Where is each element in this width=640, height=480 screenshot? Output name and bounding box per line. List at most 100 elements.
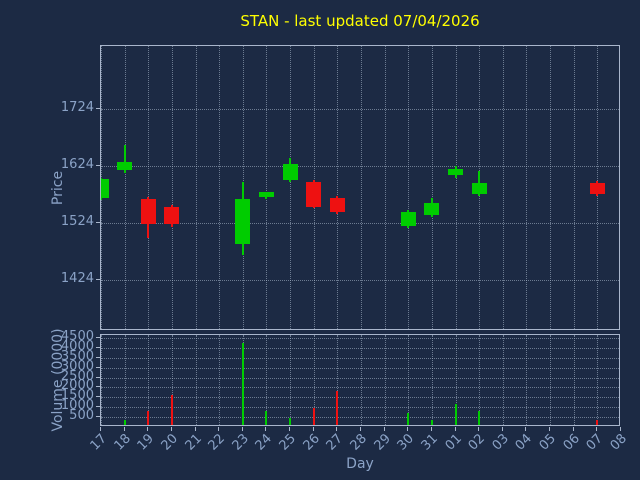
price-gridline-v: [408, 46, 410, 329]
volume-bar: [312, 408, 315, 425]
price-gridline-v: [195, 46, 197, 329]
price-gridline-v: [573, 46, 575, 329]
x-axis-label: Day: [346, 456, 374, 472]
price-tick-label: 1424: [60, 270, 94, 286]
x-tick-mark: [430, 427, 432, 431]
price-tick-label: 1724: [60, 99, 94, 115]
volume-gridline-v: [266, 335, 268, 425]
x-tick-mark: [218, 427, 220, 431]
volume-bar: [265, 411, 268, 425]
price-gridline-h: [101, 222, 619, 224]
x-tick-mark: [265, 427, 267, 431]
volume-tick-mark: [96, 336, 100, 338]
price-gridline-v: [455, 46, 457, 329]
price-tick-label: 1524: [60, 213, 94, 229]
price-gridline-v: [361, 46, 362, 329]
volume-tick-label: 2000: [60, 378, 94, 394]
x-tick-mark: [572, 427, 574, 431]
volume-gridline-h: [101, 347, 619, 349]
x-tick-mark: [478, 427, 480, 431]
candle-body: [235, 199, 251, 244]
candle-body: [282, 163, 298, 180]
x-tick-mark: [620, 427, 621, 431]
volume-bar: [430, 420, 433, 425]
candle-body: [140, 199, 156, 225]
volume-tick-mark: [96, 406, 100, 408]
x-tick-mark: [336, 427, 338, 431]
volume-tick-label: 3500: [60, 348, 94, 364]
price-gridline-v: [171, 46, 173, 329]
price-gridline-v: [526, 46, 528, 329]
price-tick-mark: [96, 278, 100, 280]
volume-gridline-h: [101, 367, 619, 369]
x-tick-mark: [407, 427, 409, 431]
price-gridline-v: [266, 46, 268, 329]
volume-gridline-v: [597, 335, 599, 425]
x-tick-mark: [360, 427, 361, 431]
price-gridline-v: [431, 46, 433, 329]
volume-bar: [596, 420, 599, 425]
x-tick-mark: [241, 427, 243, 431]
volume-bar: [170, 395, 173, 425]
volume-tick-mark: [96, 346, 100, 348]
price-gridline-v: [290, 46, 292, 329]
price-gridline-v: [219, 46, 221, 329]
candle-body: [424, 202, 440, 216]
volume-gridline-v: [148, 335, 150, 425]
volume-panel: [100, 334, 620, 426]
volume-gridline-v: [455, 335, 457, 425]
volume-bar: [478, 411, 481, 425]
x-tick-mark: [170, 427, 172, 431]
x-tick-mark: [525, 427, 527, 431]
volume-gridline-v: [573, 335, 575, 425]
price-gridline-h: [101, 279, 619, 281]
x-tick-mark: [454, 427, 456, 431]
volume-tick-label: 1500: [60, 388, 94, 404]
price-tick-mark: [96, 107, 100, 109]
volume-gridline-v: [502, 335, 504, 425]
volume-bar: [336, 391, 339, 425]
candle-body: [101, 178, 109, 198]
price-gridline-v: [148, 46, 150, 329]
price-gridline-v: [384, 46, 386, 329]
volume-tick-mark: [96, 416, 100, 418]
volume-gridline-v: [337, 335, 339, 425]
volume-gridline-v: [431, 335, 433, 425]
candle-body: [448, 169, 464, 175]
volume-gridline-h: [101, 377, 619, 379]
candle-body: [400, 212, 416, 227]
volume-tick-label: 2500: [60, 368, 94, 384]
volume-gridline-v: [526, 335, 528, 425]
x-tick-mark: [123, 427, 125, 431]
volume-gridline-v: [124, 335, 126, 425]
volume-gridline-v: [219, 335, 221, 425]
price-tick-mark: [96, 221, 100, 223]
volume-gridline-v: [101, 335, 102, 425]
volume-tick-mark: [96, 366, 100, 368]
x-tick-mark: [501, 427, 503, 431]
x-tick-mark: [596, 427, 598, 431]
price-gridline-h: [101, 165, 619, 167]
volume-tick-mark: [96, 356, 100, 358]
x-tick-mark: [549, 427, 551, 431]
volume-bar: [289, 418, 292, 425]
volume-tick-label: 4500: [60, 328, 94, 344]
volume-gridline-v: [171, 335, 173, 425]
candle-body: [329, 197, 345, 213]
candle-wick: [123, 144, 126, 173]
candle-body: [589, 182, 605, 194]
volume-gridline-v: [479, 335, 481, 425]
volume-bar: [454, 404, 457, 425]
volume-gridline-h: [101, 337, 619, 339]
volume-bar: [123, 420, 126, 425]
volume-gridline-h: [101, 397, 619, 399]
x-tick-mark: [383, 427, 385, 431]
volume-gridline-v: [361, 335, 362, 425]
volume-bar: [147, 411, 150, 425]
volume-gridline-h: [101, 417, 619, 419]
price-gridline-v: [124, 46, 126, 329]
volume-gridline-v: [550, 335, 552, 425]
volume-gridline-h: [101, 387, 619, 389]
